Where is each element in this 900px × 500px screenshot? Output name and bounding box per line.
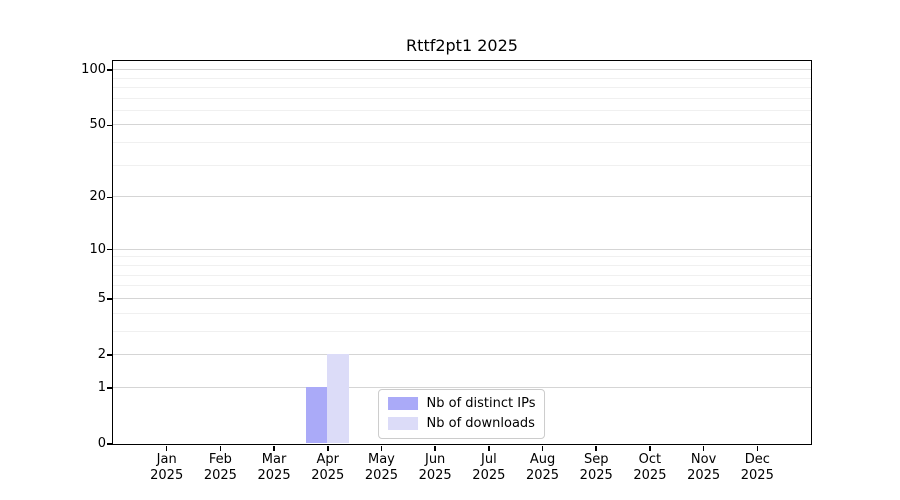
y-major-gridline bbox=[112, 353, 811, 355]
x-axis-tick-label: Nov 2025 bbox=[672, 452, 736, 484]
x-tick-month: Nov bbox=[690, 452, 717, 467]
y-minor-gridline bbox=[112, 312, 811, 314]
y-axis-tick-mark bbox=[106, 124, 112, 127]
y-axis-tick-label: 2 bbox=[97, 346, 106, 362]
y-minor-gridline bbox=[112, 285, 811, 287]
y-axis-tick-label: 0 bbox=[97, 436, 106, 451]
y-minor-gridline bbox=[112, 164, 811, 166]
x-tick-month: Oct bbox=[638, 452, 662, 467]
legend-entry: Nb of downloads bbox=[387, 415, 536, 432]
y-axis-tick-label: 10 bbox=[89, 241, 106, 257]
legend-label: Nb of distinct IPs bbox=[426, 395, 536, 411]
x-axis-tick-label: Feb 2025 bbox=[188, 452, 252, 484]
y-axis-tick-label: 50 bbox=[89, 117, 106, 133]
y-axis-tick-mark bbox=[106, 69, 112, 71]
x-axis-tick-mark bbox=[165, 445, 168, 451]
x-tick-year: 2025 bbox=[364, 468, 398, 483]
x-tick-year: 2025 bbox=[472, 468, 506, 483]
y-minor-gridline bbox=[112, 142, 811, 144]
x-tick-year: 2025 bbox=[633, 468, 667, 483]
x-axis-tick-mark bbox=[434, 445, 436, 451]
x-axis-tick-mark bbox=[702, 445, 705, 451]
y-axis-tick-mark bbox=[106, 248, 112, 251]
x-tick-year: 2025 bbox=[740, 468, 774, 483]
chart-title: Rttf2pt1 2025 bbox=[406, 36, 518, 55]
y-minor-gridline bbox=[112, 256, 811, 258]
y-axis-tick-label: 20 bbox=[89, 189, 106, 205]
x-tick-month: Feb bbox=[208, 452, 232, 467]
x-axis-tick-label: Apr 2025 bbox=[296, 452, 360, 484]
x-axis-tick-label: Aug 2025 bbox=[511, 452, 575, 484]
x-tick-year: 2025 bbox=[150, 468, 184, 483]
y-axis-tick-mark bbox=[106, 443, 112, 445]
x-tick-month: Jul bbox=[481, 452, 497, 467]
x-tick-month: May bbox=[368, 452, 395, 467]
x-axis-tick-label: Jul 2025 bbox=[457, 452, 521, 484]
y-axis-tick-label: 100 bbox=[81, 62, 106, 78]
bar-nb-of-distinct-ips bbox=[305, 387, 328, 444]
legend-swatch-nb-of-downloads bbox=[387, 417, 418, 430]
legend: Nb of distinct IPs Nb of downloads bbox=[377, 388, 546, 439]
x-axis-tick-mark bbox=[488, 445, 490, 451]
y-minor-gridline bbox=[112, 77, 811, 79]
x-axis-tick-label: Oct 2025 bbox=[618, 452, 682, 484]
y-major-gridline bbox=[112, 386, 811, 388]
x-axis-tick-label: Dec 2025 bbox=[725, 452, 789, 484]
x-tick-year: 2025 bbox=[525, 468, 560, 483]
x-axis-tick-mark bbox=[595, 445, 597, 451]
y-major-gridline bbox=[112, 297, 811, 299]
y-minor-gridline bbox=[112, 330, 811, 332]
x-axis-tick-mark bbox=[327, 445, 329, 451]
x-tick-month: Apr bbox=[316, 452, 340, 467]
x-tick-month: Aug bbox=[529, 452, 556, 467]
x-tick-year: 2025 bbox=[579, 468, 613, 483]
x-axis-tick-mark bbox=[380, 445, 383, 451]
x-tick-month: Jun bbox=[424, 452, 446, 467]
x-axis-tick-label: Jan 2025 bbox=[135, 452, 199, 484]
y-minor-gridline bbox=[112, 274, 811, 276]
legend-label: Nb of downloads bbox=[426, 415, 535, 431]
x-axis-tick-label: Mar 2025 bbox=[242, 452, 306, 484]
plot-area: Nb of distinct IPs Nb of downloads bbox=[111, 59, 812, 445]
x-axis-tick-label: May 2025 bbox=[349, 452, 413, 484]
x-tick-year: 2025 bbox=[418, 468, 452, 483]
x-tick-year: 2025 bbox=[311, 468, 345, 483]
y-major-gridline bbox=[112, 248, 811, 250]
x-axis-tick-label: Jun 2025 bbox=[403, 452, 467, 484]
y-minor-gridline bbox=[112, 86, 811, 88]
legend-entry: Nb of distinct IPs bbox=[387, 395, 536, 412]
x-tick-year: 2025 bbox=[257, 468, 291, 483]
y-axis-tick-label: 5 bbox=[97, 290, 106, 306]
y-axis-tick-label: 1 bbox=[97, 379, 106, 395]
y-minor-gridline bbox=[112, 264, 811, 266]
x-tick-year: 2025 bbox=[687, 468, 721, 483]
x-tick-month: Dec bbox=[744, 452, 770, 467]
y-axis-tick-mark bbox=[106, 298, 112, 300]
y-axis-tick-mark bbox=[106, 196, 112, 199]
y-major-gridline bbox=[112, 69, 811, 71]
x-tick-month: Sep bbox=[583, 452, 609, 467]
x-axis-tick-mark bbox=[649, 445, 651, 451]
y-major-gridline bbox=[112, 196, 811, 198]
bar-nb-of-downloads bbox=[327, 354, 349, 444]
y-axis-tick-mark bbox=[106, 387, 112, 389]
x-axis-tick-mark bbox=[756, 445, 759, 451]
legend-swatch-nb-of-distinct-ips bbox=[387, 397, 418, 410]
y-major-gridline bbox=[112, 124, 811, 126]
x-tick-year: 2025 bbox=[203, 468, 237, 483]
x-tick-month: Jan bbox=[156, 452, 177, 467]
x-axis-tick-mark bbox=[219, 445, 222, 451]
x-tick-month: Mar bbox=[261, 452, 287, 467]
x-axis-tick-mark bbox=[273, 445, 275, 451]
y-axis-tick-mark bbox=[106, 354, 112, 356]
x-axis-tick-label: Sep 2025 bbox=[564, 452, 628, 484]
y-minor-gridline bbox=[112, 109, 811, 111]
x-axis-tick-mark bbox=[541, 445, 544, 451]
y-minor-gridline bbox=[112, 97, 811, 99]
